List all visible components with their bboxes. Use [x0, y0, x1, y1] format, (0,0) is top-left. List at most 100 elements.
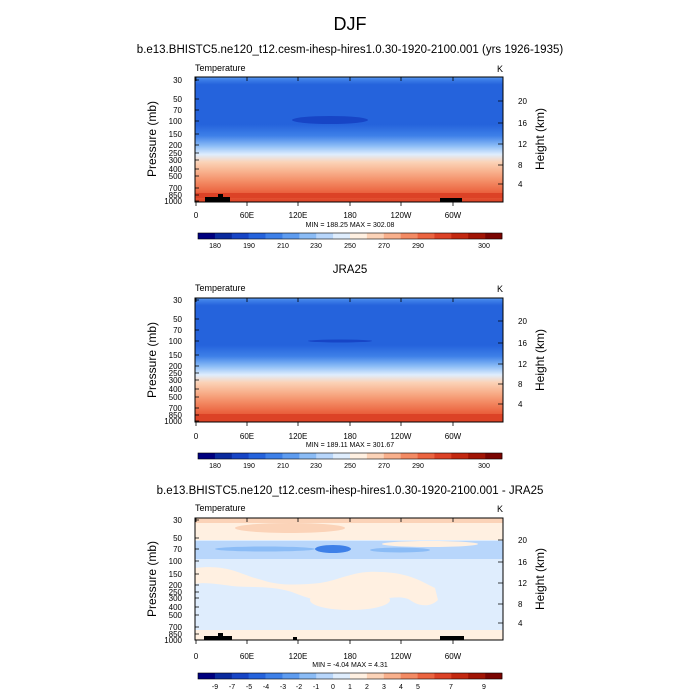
colorbar-level: 7: [449, 684, 453, 691]
panel-3-colorbar: -9 -7 -5 -4 -3 -2 -1 0 1 2 3 4 5 7 9: [197, 672, 503, 691]
colorbar-swatch: [383, 453, 401, 459]
y-right-tick-label: 16: [518, 339, 527, 348]
colorbar-swatch: [383, 673, 401, 679]
colorbar-swatches: [197, 672, 503, 680]
panel-1: b.e13.BHISTC5.ne120_t12.cesm-ihesp-hires…: [137, 44, 564, 250]
colorbar-level: 9: [482, 684, 486, 691]
y-tick-label: 300: [169, 376, 183, 385]
colorbar-level: 270: [378, 243, 390, 250]
colorbar-frame: [197, 452, 503, 460]
colorbar-level: 300: [478, 463, 490, 470]
y-right-tick-label: 4: [518, 400, 523, 409]
max-label: MAX =: [351, 662, 372, 669]
panel-3-warm-ring: [382, 541, 478, 547]
panel-3-topography-3: [293, 637, 297, 640]
x-tick-marks: [195, 518, 454, 644]
y-tick-label: 200: [169, 581, 183, 590]
colorbar-swatch: [316, 233, 334, 239]
y-tick-label: 700: [169, 404, 183, 413]
y-tick-label: 50: [173, 315, 182, 324]
colorbar-level: 210: [277, 243, 289, 250]
y-tick-label: 850: [169, 630, 183, 639]
y-tick-label: 250: [169, 149, 183, 158]
y-tick-label: 250: [169, 369, 183, 378]
colorbar-level: 190: [243, 243, 255, 250]
x-tick-label: 60W: [445, 652, 462, 661]
colorbar-swatch: [468, 453, 486, 459]
colorbar-level: -7: [229, 684, 235, 691]
colorbar-swatch: [417, 453, 435, 459]
colorbar-frame: [197, 672, 503, 680]
panel-3-cold-core: [315, 545, 351, 553]
y-tick-label: 70: [173, 106, 182, 115]
colorbar-swatch: [434, 233, 452, 239]
panel-3-topography-4: [440, 636, 464, 640]
y-tick-label: 400: [169, 603, 183, 612]
colorbar-level: -3: [280, 684, 286, 691]
y-right-tick-marks: [498, 100, 503, 185]
y-tick-label: 400: [169, 385, 183, 394]
y-tick-label: 1000: [164, 636, 182, 645]
colorbar-swatch: [434, 673, 452, 679]
x-tick-label: 0: [194, 652, 199, 661]
y-tick-label: 850: [169, 411, 183, 420]
y-tick-label: 850: [169, 191, 183, 200]
panel-2: JRA25 Temperature K Pressure (mb) Height…: [145, 264, 547, 470]
colorbar-level: -9: [212, 684, 218, 691]
panel-3-ylabel-right: Height (km): [533, 548, 547, 610]
y-tick-label: 100: [169, 557, 183, 566]
y-right-tick-label: 8: [518, 600, 523, 609]
colorbar-swatch: [350, 453, 368, 459]
colorbar-swatch: [485, 673, 503, 679]
y-right-tick-label: 4: [518, 180, 523, 189]
colorbar-swatch: [333, 453, 351, 459]
colorbar-swatch: [265, 453, 283, 459]
panel-2-title: JRA25: [333, 264, 368, 276]
x-tick-label: 180: [343, 432, 357, 441]
y-right-tick-label: 16: [518, 119, 527, 128]
colorbar-swatch: [265, 233, 283, 239]
panel-3-cold-streak-2: [370, 547, 430, 553]
y-right-tick-label: 8: [518, 380, 523, 389]
colorbar-level: 250: [344, 243, 356, 250]
colorbar-swatch: [198, 233, 216, 239]
panel-2-subtitle-right: K: [497, 284, 503, 294]
colorbar-swatch: [214, 453, 233, 459]
colorbar-level: 210: [277, 463, 289, 470]
y-tick-label: 150: [169, 351, 183, 360]
panel-2-y-right-ticks: 20 16 12 8 4: [498, 317, 527, 409]
colorbar-swatch: [282, 453, 300, 459]
x-tick-label: 180: [343, 652, 357, 661]
x-tick-label: 60W: [445, 211, 462, 220]
colorbar-level: -1: [313, 684, 319, 691]
panel-3-warm-region-2: [310, 590, 390, 610]
y-tick-label: 150: [169, 570, 183, 579]
colorbar-level: 4: [399, 684, 403, 691]
colorbar-level: 300: [478, 243, 490, 250]
y-right-tick-label: 20: [518, 97, 527, 106]
x-tick-label: 0: [194, 432, 199, 441]
y-tick-label: 50: [173, 534, 182, 543]
colorbar-swatch: [366, 233, 385, 239]
y-tick-label: 30: [173, 296, 182, 305]
y-tick-marks: [195, 519, 199, 641]
y-tick-label: 1000: [164, 197, 182, 206]
colorbar-frame: [197, 232, 503, 240]
min-label: MIN =: [312, 662, 331, 669]
colorbar-swatch: [451, 233, 469, 239]
y-tick-label: 50: [173, 95, 182, 104]
colorbar-swatch: [417, 233, 435, 239]
colorbar-swatch: [333, 233, 351, 239]
y-tick-marks: [195, 299, 199, 422]
colorbar-level: -2: [296, 684, 302, 691]
panel-1-topography-1: [205, 197, 230, 202]
colorbar-level: 290: [412, 243, 424, 250]
y-tick-marks: [195, 79, 199, 202]
colorbar-swatch: [434, 453, 452, 459]
min-value: -4.04: [333, 662, 349, 669]
y-tick-label: 30: [173, 76, 182, 85]
min-label: MIN =: [306, 442, 325, 449]
min-label: MIN =: [306, 222, 325, 229]
colorbar-swatch: [485, 453, 503, 459]
panel-1-field: [195, 77, 503, 202]
